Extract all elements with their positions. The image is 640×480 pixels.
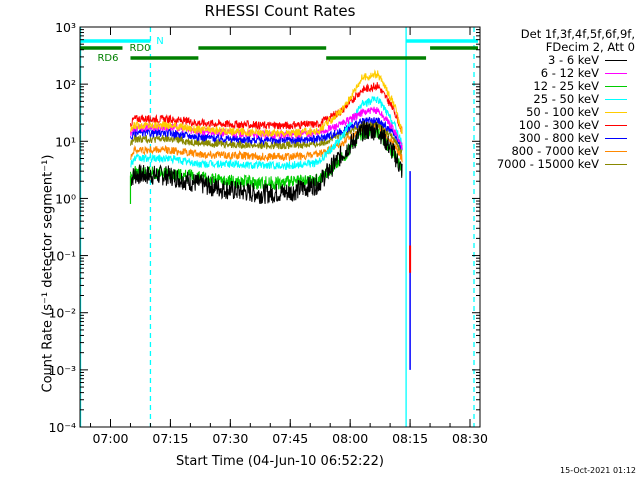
chart-title: RHESSI Count Rates (204, 2, 356, 20)
legend-label: 100 - 300 keV (518, 118, 599, 132)
legend: Det 1f,3f,4f,5f,6f,9f, FDecim 2, Att 0 3… (485, 28, 635, 171)
flag-label-n: N (156, 36, 163, 47)
series-line-6 (130, 116, 403, 150)
plot-area (79, 27, 475, 427)
series-line-0 (130, 120, 403, 205)
legend-swatch (605, 138, 627, 139)
y-axis-label: Count Rate (s⁻¹ detector segment⁻¹) (40, 154, 56, 393)
legend-entry: 800 - 7000 keV (485, 145, 635, 158)
legend-entry: 300 - 800 keV (485, 132, 635, 145)
legend-label: 50 - 100 keV (526, 105, 599, 119)
legend-entry: 12 - 25 keV (485, 80, 635, 93)
x-tick-label-4: 08:00 (332, 431, 368, 446)
y-tick-label-2: 10⁻² (48, 306, 76, 321)
legend-label: 7000 - 15000 keV (496, 157, 599, 171)
legend-label: 3 - 6 keV (548, 53, 599, 67)
plot-frame (79, 26, 481, 428)
legend-swatch (605, 112, 627, 113)
x-tick-label-1: 07:15 (152, 431, 188, 446)
flag-label-rd6: RD6 (97, 53, 118, 64)
x-tick-label-6: 08:30 (452, 431, 488, 446)
axes: 07:00 07:15 07:30 07:45 08:00 08:15 08:30 10⁻⁴ 1… (48, 20, 488, 446)
x-tick-label-0: 07:00 (92, 431, 128, 446)
legend-entries: 3 - 6 keV 6 - 12 keV 12 - 25 keV 25 - 50 ke… (485, 54, 635, 171)
x-tick-label-3: 07:45 (272, 431, 308, 446)
legend-header-line-1: Det 1f,3f,4f,5f,6f,9f, (520, 27, 635, 41)
legend-swatch (605, 73, 627, 74)
x-tick-label-5: 08:15 (392, 431, 428, 446)
legend-label: 6 - 12 keV (540, 66, 599, 80)
legend-swatch (605, 125, 627, 126)
legend-swatch (605, 164, 627, 165)
y-tick-label-4: 10⁰ (55, 191, 76, 206)
legend-swatch (605, 99, 627, 100)
legend-entry: 7000 - 15000 keV (485, 158, 635, 171)
flag-bars: N RD0 RD6 (80, 36, 479, 64)
legend-label: 800 - 7000 keV (511, 144, 599, 158)
legend-entry: 6 - 12 keV (485, 67, 635, 80)
x-tick-label-2: 07:30 (212, 431, 248, 446)
legend-header-line-2: FDecim 2, Att 0 (545, 40, 635, 54)
x-axis-label: Start Time (04-Jun-10 06:52:22) (176, 454, 384, 469)
y-tick-label-3: 10⁻¹ (48, 249, 76, 264)
legend-entry: 25 - 50 keV (485, 93, 635, 106)
flag-label-rd0: RD0 (129, 43, 150, 54)
legend-swatch (605, 60, 627, 61)
y-tick-label-1: 10⁻³ (48, 363, 76, 378)
legend-label: 12 - 25 keV (533, 79, 599, 93)
y-tick-label-7: 10³ (55, 20, 76, 35)
legend-entry: 3 - 6 keV (485, 54, 635, 67)
y-tick-label-5: 10¹ (55, 134, 76, 149)
legend-swatch (605, 86, 627, 87)
legend-swatch (605, 151, 627, 152)
footer-timestamp: 15-Oct-2021 01:12 (560, 466, 636, 475)
series-line-4 (130, 69, 403, 138)
legend-entry: 50 - 100 keV (485, 106, 635, 119)
series-line-3 (130, 95, 403, 170)
legend-label: 300 - 800 keV (518, 131, 599, 145)
y-tick-label-0: 10⁻⁴ (48, 420, 76, 435)
legend-entry: 100 - 300 keV (485, 119, 635, 132)
series-lines (129, 69, 412, 370)
legend-label: 25 - 50 keV (533, 92, 599, 106)
y-tick-label-6: 10² (55, 77, 76, 92)
